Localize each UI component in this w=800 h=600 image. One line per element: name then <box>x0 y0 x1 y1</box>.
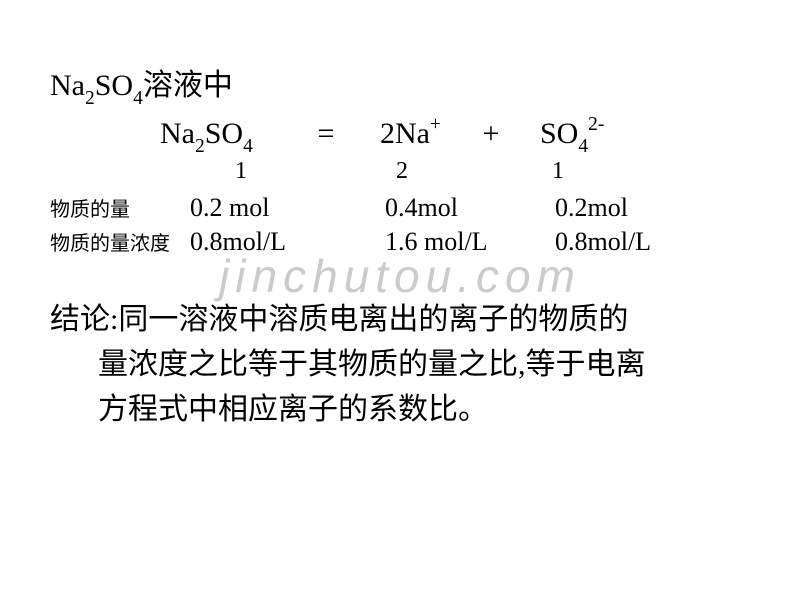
title-line: Na2SO4溶液中 <box>50 60 750 108</box>
conc-v1: 0.8mol/L <box>190 227 385 257</box>
ratio-3: 1 <box>552 158 564 185</box>
conclusion-line3: 方程式中相应离子的系数比。 <box>50 387 750 432</box>
dissociation-equation: Na2SO4 = 2Na+ + SO42- <box>160 116 750 156</box>
equation-plus: + <box>483 117 533 151</box>
stoichiometry-ratio: 1 2 1 <box>160 158 750 185</box>
equation-rhs1: 2Na+ <box>380 116 475 151</box>
amount-of-substance-row: 物质的量 0.2 mol 0.4mol 0.2mol <box>50 193 750 223</box>
conc-v2: 1.6 mol/L <box>385 227 555 257</box>
conclusion-text: 结论:同一溶液中溶质电离出的离子的物质的 量浓度之比等于其物质的量之比,等于电离… <box>50 297 750 432</box>
ratio-1: 1 <box>235 158 325 185</box>
conclusion-line1: 结论:同一溶液中溶质电离出的离子的物质的 <box>50 303 628 336</box>
equation-rhs2: SO42- <box>540 117 604 150</box>
mol-v1: 0.2 mol <box>190 193 385 223</box>
ratio-2: 2 <box>396 158 516 185</box>
mol-v2: 0.4mol <box>385 193 555 223</box>
equation-equals: = <box>318 117 373 151</box>
conc-label: 物质的量浓度 <box>50 227 190 256</box>
mol-label: 物质的量 <box>50 193 190 222</box>
compound-label: Na2SO4溶液中 <box>50 69 233 102</box>
mol-v3: 0.2mol <box>555 193 628 223</box>
equation-lhs: Na2SO4 <box>160 117 310 156</box>
concentration-row: 物质的量浓度 0.8mol/L 1.6 mol/L 0.8mol/L <box>50 227 750 257</box>
conclusion-line2: 量浓度之比等于其物质的量之比,等于电离 <box>50 342 750 387</box>
conc-v3: 0.8mol/L <box>555 227 651 257</box>
